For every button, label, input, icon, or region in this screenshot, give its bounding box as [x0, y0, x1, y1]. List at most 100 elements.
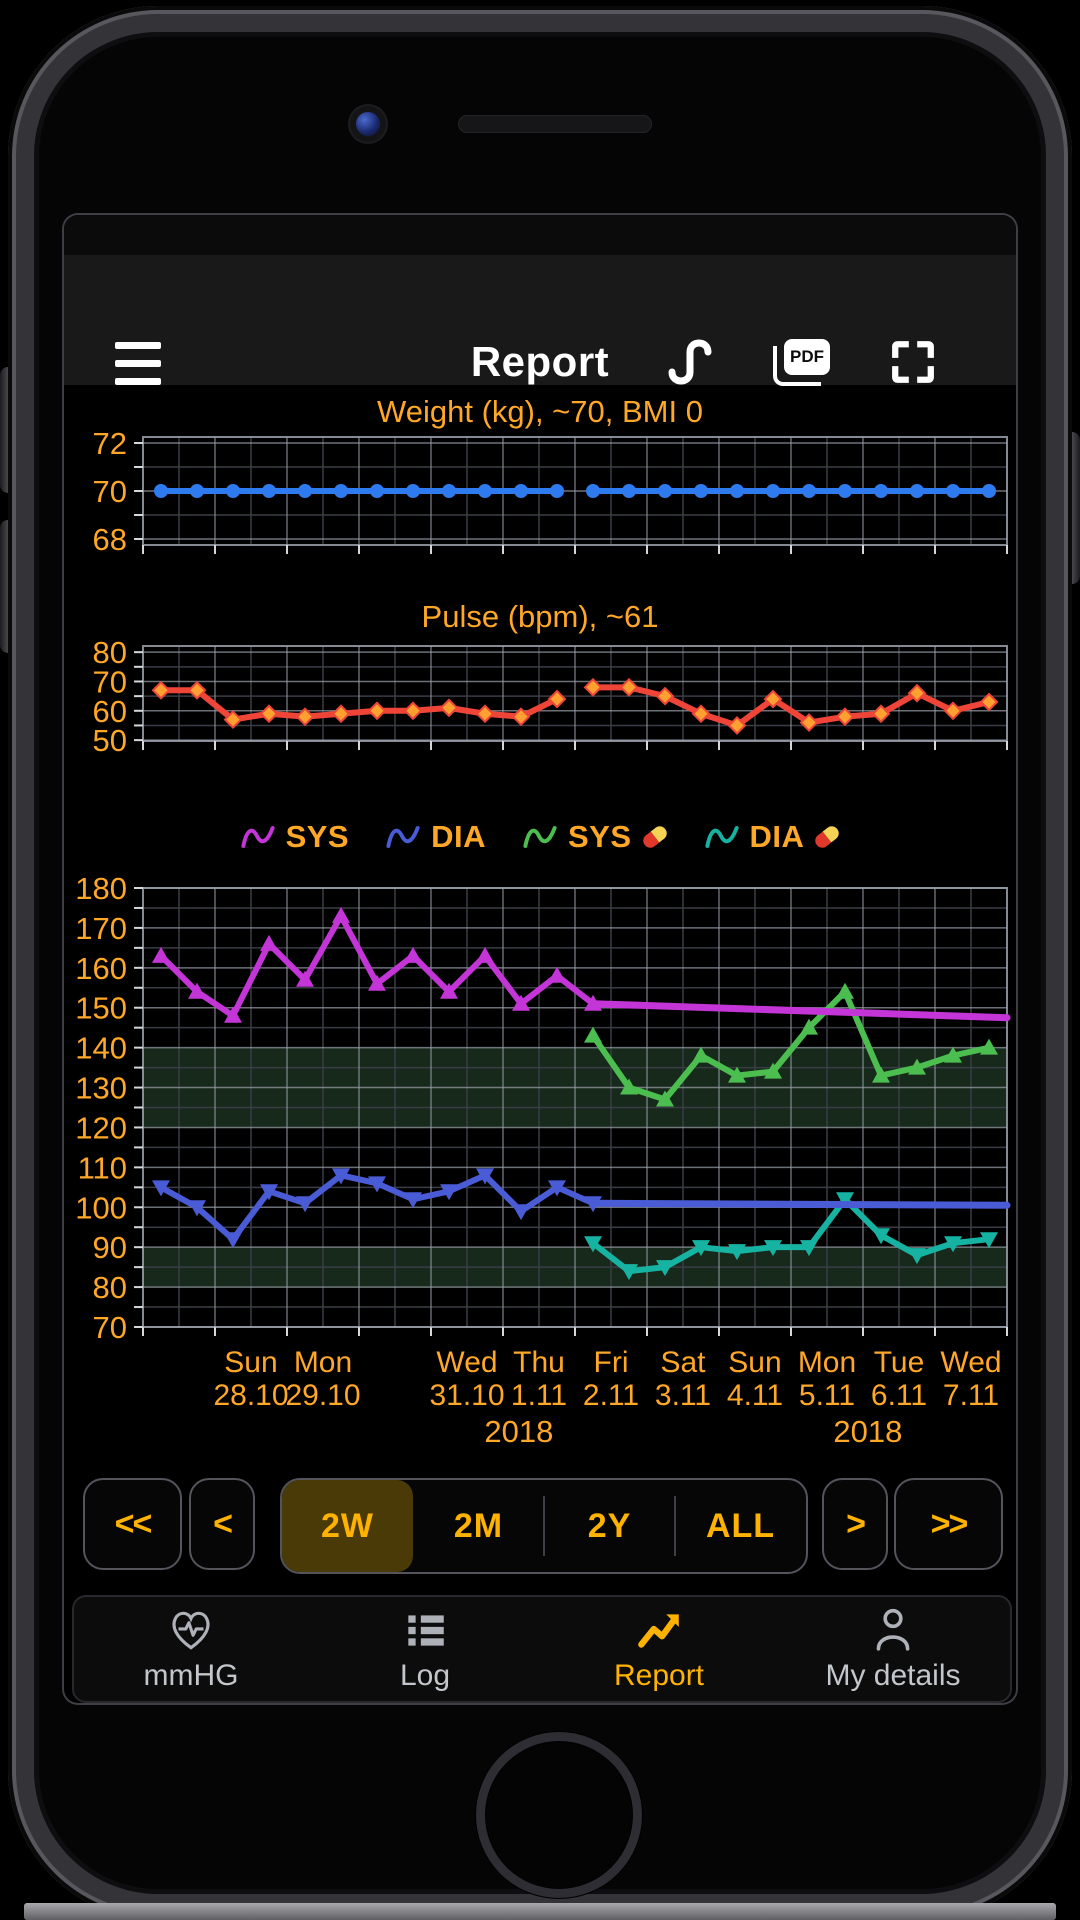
day-date-label: 28.10: [213, 1379, 288, 1412]
y-axis-label: 60: [93, 694, 127, 729]
data-point: [548, 966, 566, 983]
menu-icon[interactable]: [115, 342, 161, 386]
y-axis-label: 80: [93, 635, 127, 670]
data-point: [296, 970, 314, 987]
curve-icon[interactable]: [664, 339, 720, 390]
tab-log[interactable]: Log: [308, 1597, 542, 1701]
data-point: [334, 484, 348, 498]
day-date-label: 6.11: [871, 1379, 927, 1412]
data-point: [224, 1232, 242, 1249]
pill-icon: [812, 823, 842, 851]
legend-label: DIA: [431, 819, 486, 854]
data-point: [764, 1240, 782, 1257]
wave-icon: [240, 826, 275, 848]
day-date-label: 31.10: [429, 1379, 504, 1412]
day-date-label: 2.11: [583, 1379, 639, 1412]
y-axis-label: 180: [75, 871, 127, 906]
step-back-button[interactable]: <: [189, 1478, 255, 1570]
y-axis-label: 100: [75, 1190, 127, 1225]
tab-report[interactable]: Report: [542, 1597, 776, 1701]
data-point: [656, 1260, 674, 1277]
range-option-2m[interactable]: 2M: [413, 1480, 544, 1572]
home-button[interactable]: [476, 1732, 642, 1898]
legend-item-2[interactable]: SYS: [522, 819, 670, 855]
data-point: [764, 1062, 782, 1079]
y-axis-label: 120: [75, 1110, 127, 1145]
data-point: [188, 1200, 206, 1217]
range-option-label: 2M: [453, 1506, 504, 1545]
data-point: [979, 692, 999, 712]
day-date-label: 29.10: [285, 1379, 360, 1412]
range-option-2w[interactable]: 2W: [282, 1480, 413, 1572]
camera-lens: [356, 112, 380, 136]
data-point: [943, 701, 963, 721]
data-point: [404, 1192, 422, 1209]
data-point: [838, 484, 852, 498]
data-point: [908, 1248, 926, 1265]
person-icon: [876, 1608, 910, 1651]
day-date-label: 1.11: [511, 1379, 567, 1412]
y-axis-label: 140: [75, 1031, 127, 1066]
data-point: [727, 716, 747, 735]
legend-label: SYS: [568, 819, 632, 854]
data-point: [475, 704, 495, 724]
data-point: [331, 704, 351, 724]
data-point: [946, 484, 960, 498]
data-point: [620, 1078, 638, 1095]
data-point: [655, 686, 675, 706]
range-option-all[interactable]: ALL: [674, 1480, 806, 1572]
tab-my-details[interactable]: My details: [776, 1597, 1010, 1701]
y-axis-label: 70: [93, 474, 127, 509]
data-point: [547, 689, 567, 709]
fullscreen-icon[interactable]: [890, 339, 936, 388]
day-date-label: 5.11: [799, 1379, 855, 1412]
data-point: [980, 1038, 998, 1055]
data-point: [368, 974, 386, 991]
range-option-2y[interactable]: 2Y: [543, 1480, 675, 1572]
range-option-label: 2W: [321, 1506, 374, 1545]
y-axis-label: 80: [93, 1270, 127, 1305]
legend-item-0[interactable]: SYS: [240, 819, 350, 855]
jump-last-button[interactable]: >>: [894, 1478, 1003, 1570]
charts-canvas: 6870725060708070809010011012013014015016…: [75, 426, 1011, 1449]
data-point: [188, 982, 206, 999]
data-point: [694, 484, 708, 498]
data-point: [367, 701, 387, 721]
pdf-back-sheet: [773, 346, 821, 386]
day-name-label: Wed: [436, 1346, 497, 1379]
tab-label: mmHG: [143, 1659, 239, 1692]
day-name-label: Sun: [728, 1346, 781, 1379]
trend-up-icon: [638, 1614, 679, 1648]
step-forward-button[interactable]: >: [822, 1478, 888, 1570]
day-name-label: Sat: [660, 1346, 706, 1379]
data-point: [442, 484, 456, 498]
legend-label: DIA: [749, 819, 805, 854]
legend-item-1[interactable]: DIA: [385, 819, 486, 855]
data-point: [586, 484, 600, 498]
data-point: [622, 484, 636, 498]
data-point: [187, 680, 207, 700]
day-name-label: Mon: [294, 1346, 352, 1379]
legend-item-3[interactable]: DIA: [704, 819, 842, 855]
data-point: [370, 484, 384, 498]
data-point: [872, 1228, 890, 1245]
data-point: [800, 1240, 818, 1257]
app-header: Report PDF: [64, 255, 1016, 388]
wave-icon: [386, 826, 420, 848]
front-camera-icon: [350, 106, 386, 142]
bp-chart-legend: SYS DIA SYS DIA: [64, 819, 1016, 855]
data-point: [296, 1196, 314, 1213]
jump-first-button[interactable]: <<: [83, 1478, 182, 1570]
year-label: 2018: [833, 1414, 902, 1449]
y-axis-label: 90: [93, 1230, 127, 1265]
data-point: [259, 704, 279, 724]
data-point: [982, 484, 996, 498]
earpiece-speaker: [458, 115, 652, 133]
page-title: Report: [470, 338, 610, 385]
pdf-export-icon[interactable]: PDF: [773, 339, 830, 386]
y-axis-label: 72: [93, 426, 127, 461]
gridlines: [143, 646, 1007, 741]
data-point: [439, 698, 459, 718]
tab-mmhg[interactable]: mmHG: [74, 1597, 308, 1701]
